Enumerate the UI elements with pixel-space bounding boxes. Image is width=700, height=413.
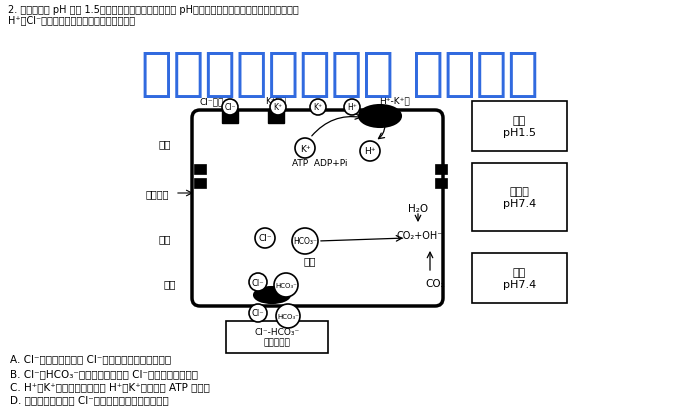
Circle shape xyxy=(344,100,360,116)
Text: K⁺: K⁺ xyxy=(314,103,323,112)
Text: D. 图中细胞膜上运输 Cl⁻的两种转运蛋白的结构相同: D. 图中细胞膜上运输 Cl⁻的两种转运蛋白的结构相同 xyxy=(10,394,169,404)
Text: H⁺: H⁺ xyxy=(347,103,357,112)
Text: H⁺: H⁺ xyxy=(364,147,376,156)
Text: K⁺: K⁺ xyxy=(300,144,310,153)
Text: 2. 人体胃液的 pH 约为 1.5，远低于内环境和细胞内液的 pH。如图是人体胃壁细胞分泌胃液（主要含: 2. 人体胃液的 pH 约为 1.5，远低于内环境和细胞内液的 pH。如图是人体… xyxy=(8,5,299,15)
Text: B. Cl⁻－HCO₃⁻反向转运载体运输 Cl⁻时不需要消耗能量: B. Cl⁻－HCO₃⁻反向转运载体运输 Cl⁻时不需要消耗能量 xyxy=(10,368,198,378)
Text: K⁺: K⁺ xyxy=(274,103,283,112)
Bar xyxy=(435,165,447,175)
Bar xyxy=(472,254,567,303)
Ellipse shape xyxy=(254,287,290,303)
FancyBboxPatch shape xyxy=(226,321,328,353)
Text: K⁺通道: K⁺通道 xyxy=(265,96,287,105)
Text: H⁺和Cl⁻）的示意图，下列有关分析正确的是: H⁺和Cl⁻）的示意图，下列有关分析正确的是 xyxy=(8,15,135,25)
Circle shape xyxy=(292,228,318,254)
Circle shape xyxy=(276,304,300,328)
Text: Cl⁻: Cl⁻ xyxy=(252,278,265,287)
Bar xyxy=(435,178,447,189)
Text: HCO₃⁻: HCO₃⁻ xyxy=(293,237,317,246)
Text: CO₂+OH⁻: CO₂+OH⁻ xyxy=(397,230,443,240)
Text: 胃腔
pH1.5: 胃腔 pH1.5 xyxy=(503,116,536,138)
Bar xyxy=(222,110,238,124)
Bar xyxy=(268,110,284,124)
Text: 血液
pH7.4: 血液 pH7.4 xyxy=(503,268,536,289)
Text: 侧部: 侧部 xyxy=(159,233,172,243)
Text: Cl⁻: Cl⁻ xyxy=(258,234,272,243)
Circle shape xyxy=(270,100,286,116)
Text: CO₂: CO₂ xyxy=(425,278,445,288)
Text: H₂O: H₂O xyxy=(408,204,428,214)
Bar xyxy=(194,178,206,189)
Bar xyxy=(472,164,567,231)
Circle shape xyxy=(360,142,380,161)
Bar xyxy=(194,165,206,175)
Text: Cl⁻-HCO₃⁻
反向转运体: Cl⁻-HCO₃⁻ 反向转运体 xyxy=(254,328,300,347)
Circle shape xyxy=(310,100,326,116)
Text: 顶部: 顶部 xyxy=(159,139,172,149)
Circle shape xyxy=(255,228,275,248)
Text: H⁺-K⁺泵: H⁺-K⁺泵 xyxy=(379,96,410,105)
Text: ATP  ADP+Pi: ATP ADP+Pi xyxy=(292,159,348,168)
Text: HCO₃⁻: HCO₃⁻ xyxy=(277,313,299,319)
Ellipse shape xyxy=(359,106,401,128)
FancyBboxPatch shape xyxy=(192,111,443,306)
Circle shape xyxy=(274,273,298,297)
Text: 紧密连接: 紧密连接 xyxy=(146,189,169,199)
Text: 细胞质
pH7.4: 细胞质 pH7.4 xyxy=(503,187,536,208)
Bar xyxy=(472,102,567,152)
Text: 胃壁: 胃壁 xyxy=(164,278,176,288)
Text: Cl⁻: Cl⁻ xyxy=(252,309,265,318)
Text: A. Cl⁻通道蛋白在转运 Cl⁻时会发生自身构象的改变: A. Cl⁻通道蛋白在转运 Cl⁻时会发生自身构象的改变 xyxy=(10,353,171,363)
Text: 底部: 底部 xyxy=(304,255,316,266)
Text: 微信公众号关注： 趣找答案: 微信公众号关注： 趣找答案 xyxy=(141,48,539,100)
Text: Cl⁻: Cl⁻ xyxy=(224,103,236,112)
Circle shape xyxy=(249,304,267,322)
Circle shape xyxy=(249,273,267,291)
Text: HCO₃⁻: HCO₃⁻ xyxy=(275,282,297,288)
Text: Cl⁻通道: Cl⁻通道 xyxy=(199,97,224,106)
Circle shape xyxy=(222,100,238,116)
Text: C. H⁺－K⁺泵具有逆浓度运输 H⁺、K⁺以及水解 ATP 的功能: C. H⁺－K⁺泵具有逆浓度运输 H⁺、K⁺以及水解 ATP 的功能 xyxy=(10,381,210,391)
Circle shape xyxy=(295,139,315,159)
